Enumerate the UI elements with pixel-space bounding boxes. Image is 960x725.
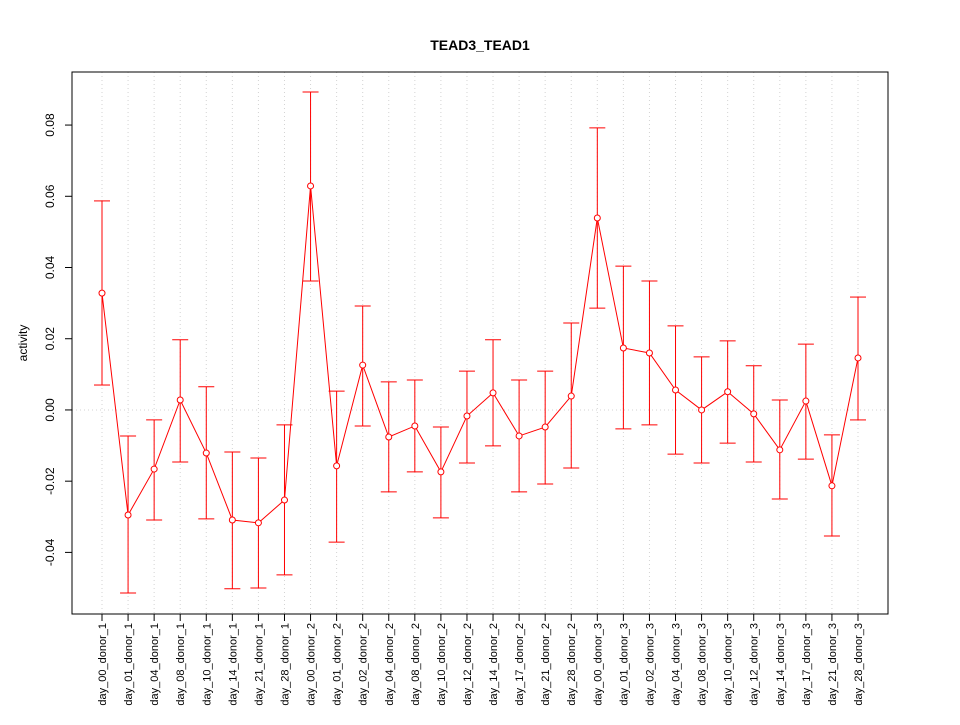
data-point <box>254 519 262 527</box>
data-point <box>776 446 784 454</box>
plot-frame <box>71 71 889 615</box>
data-point <box>515 432 523 440</box>
axes: -0.04 -0.02 0.00 0.02 0.04 0.06 0.08 day_00_don… <box>43 113 865 706</box>
x-tick-label: day_14_donor_1 <box>227 623 239 706</box>
x-tick-label: day_00_donor_3 <box>592 623 604 706</box>
x-tick-label: day_01_donor_3 <box>618 623 630 706</box>
x-tick-label: day_02_donor_3 <box>644 623 656 706</box>
x-tick-label: day_04_donor_2 <box>384 623 396 706</box>
y-axis-label: activity <box>16 325 30 362</box>
x-tick-label: day_02_donor_2 <box>358 623 370 706</box>
x-tick-label: day_14_donor_2 <box>488 623 500 706</box>
x-tick-label: day_14_donor_3 <box>775 623 787 706</box>
data-point <box>228 516 236 524</box>
y-tick-label: 0.08 <box>43 113 57 137</box>
data-point <box>802 397 810 405</box>
data-point <box>411 422 419 430</box>
data-point <box>854 354 862 362</box>
x-tick-label: day_08_donor_3 <box>697 623 709 706</box>
x-tick-label: day_08_donor_2 <box>410 623 422 706</box>
y-tick-label: -0.04 <box>43 538 57 566</box>
data-point <box>176 396 184 404</box>
y-tick-label: 0.02 <box>43 327 57 351</box>
x-tick-label: day_28_donor_2 <box>566 623 578 706</box>
data-point <box>645 349 653 357</box>
x-tick-label: day_17_donor_2 <box>514 623 526 706</box>
data-point <box>280 496 288 504</box>
x-tick-label: day_10_donor_1 <box>201 623 213 706</box>
x-tick-label: day_04_donor_1 <box>149 623 161 706</box>
data-point <box>333 462 341 470</box>
x-tick-label: day_12_donor_2 <box>462 623 474 706</box>
y-tick-label: -0.02 <box>43 467 57 495</box>
data-point <box>307 182 315 190</box>
data-point <box>489 389 497 397</box>
data-point <box>750 410 758 418</box>
data-point <box>593 214 601 222</box>
data-point <box>698 406 706 414</box>
data-point <box>541 423 549 431</box>
x-tick-label: day_08_donor_1 <box>175 623 187 706</box>
y-tick-label: 0.06 <box>43 184 57 208</box>
x-tick-label: day_12_donor_3 <box>749 623 761 706</box>
data-point <box>124 511 132 519</box>
data-point <box>150 465 158 473</box>
x-tick-label: day_10_donor_2 <box>436 623 448 706</box>
x-tick-label: day_21_donor_2 <box>540 623 552 706</box>
x-tick-label: day_01_donor_2 <box>332 623 344 706</box>
grid <box>72 72 888 614</box>
data-point <box>437 468 445 476</box>
data-point <box>724 388 732 396</box>
x-tick-label: day_10_donor_3 <box>723 623 735 706</box>
x-tick-label: day_00_donor_1 <box>97 623 109 706</box>
x-tick-label: day_21_donor_1 <box>253 623 265 706</box>
data-point <box>828 482 836 490</box>
data-point <box>202 449 210 457</box>
x-tick-label: day_04_donor_3 <box>671 623 683 706</box>
x-tick-label: day_00_donor_2 <box>306 623 318 706</box>
data-point <box>567 392 575 400</box>
series <box>94 91 866 594</box>
x-tick-label: day_17_donor_3 <box>801 623 813 706</box>
x-tick-label: day_28_donor_3 <box>853 623 865 706</box>
series-line <box>101 185 859 524</box>
x-tick-label: day_01_donor_1 <box>123 623 135 706</box>
y-tick-label: 0.04 <box>43 256 57 280</box>
data-point <box>672 386 680 394</box>
data-point <box>619 344 627 352</box>
chart-title: TEAD3_TEAD1 <box>430 37 530 53</box>
y-tick-label: 0.00 <box>43 398 57 422</box>
x-tick-label: day_21_donor_3 <box>827 623 839 706</box>
data-point <box>385 433 393 441</box>
data-point <box>98 289 106 297</box>
data-point <box>463 412 471 420</box>
x-tick-label: day_28_donor_1 <box>279 623 291 706</box>
data-point <box>359 361 367 369</box>
